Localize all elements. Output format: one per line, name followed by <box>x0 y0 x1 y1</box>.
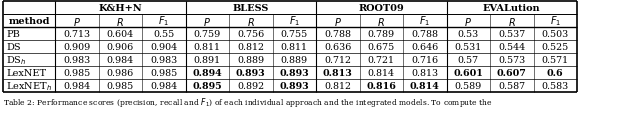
Text: 0.895: 0.895 <box>193 81 222 90</box>
Text: $\mathit{P}$: $\mathit{P}$ <box>73 15 81 27</box>
Text: 0.675: 0.675 <box>367 43 395 52</box>
Text: 0.894: 0.894 <box>193 68 222 77</box>
Text: $\mathit{R}$: $\mathit{R}$ <box>508 15 516 27</box>
Text: 0.813: 0.813 <box>323 68 353 77</box>
Text: 0.759: 0.759 <box>194 30 221 39</box>
Text: 0.814: 0.814 <box>410 81 440 90</box>
Text: ROOT09: ROOT09 <box>358 4 404 13</box>
Text: LexNET$_h$: LexNET$_h$ <box>6 79 52 92</box>
Text: 0.986: 0.986 <box>107 68 134 77</box>
Text: $\mathit{F}_1$: $\mathit{F}_1$ <box>419 14 430 28</box>
Text: 0.984: 0.984 <box>107 56 134 64</box>
Text: 0.589: 0.589 <box>454 81 482 90</box>
Text: 0.503: 0.503 <box>541 30 569 39</box>
Text: 0.811: 0.811 <box>281 43 308 52</box>
Text: 0.525: 0.525 <box>541 43 569 52</box>
Text: 0.607: 0.607 <box>497 68 527 77</box>
Text: 0.53: 0.53 <box>458 30 479 39</box>
Text: DS: DS <box>6 43 20 52</box>
Text: 0.812: 0.812 <box>237 43 264 52</box>
Text: 0.892: 0.892 <box>237 81 264 90</box>
Text: 0.571: 0.571 <box>541 56 569 64</box>
Text: 0.811: 0.811 <box>194 43 221 52</box>
Text: 0.756: 0.756 <box>237 30 264 39</box>
Text: 0.983: 0.983 <box>63 56 90 64</box>
Text: 0.909: 0.909 <box>63 43 90 52</box>
Text: 0.788: 0.788 <box>412 30 438 39</box>
Text: $\mathit{F}_1$: $\mathit{F}_1$ <box>158 14 170 28</box>
Text: 0.893: 0.893 <box>280 81 309 90</box>
Text: 0.789: 0.789 <box>368 30 395 39</box>
Text: 0.55: 0.55 <box>153 30 174 39</box>
Text: 0.816: 0.816 <box>366 81 396 90</box>
Text: $\mathit{R}$: $\mathit{R}$ <box>378 15 385 27</box>
Text: 0.893: 0.893 <box>236 68 266 77</box>
Text: 0.788: 0.788 <box>324 30 351 39</box>
Text: 0.904: 0.904 <box>150 43 177 52</box>
Text: 0.583: 0.583 <box>541 81 569 90</box>
Text: method: method <box>8 17 50 26</box>
Text: 0.755: 0.755 <box>280 30 308 39</box>
Text: 0.984: 0.984 <box>150 81 177 90</box>
Text: PB: PB <box>6 30 20 39</box>
Text: 0.893: 0.893 <box>280 68 309 77</box>
Text: 0.646: 0.646 <box>411 43 438 52</box>
Text: 0.814: 0.814 <box>368 68 395 77</box>
Text: 0.604: 0.604 <box>107 30 134 39</box>
Text: $\mathit{P}$: $\mathit{P}$ <box>334 15 342 27</box>
Text: $\mathit{R}$: $\mathit{R}$ <box>116 15 124 27</box>
Text: 0.889: 0.889 <box>237 56 264 64</box>
Text: 0.985: 0.985 <box>63 68 90 77</box>
Text: $\mathit{P}$: $\mathit{P}$ <box>465 15 472 27</box>
Text: 0.984: 0.984 <box>63 81 90 90</box>
Text: 0.573: 0.573 <box>498 56 525 64</box>
Text: $\mathit{F}_1$: $\mathit{F}_1$ <box>289 14 300 28</box>
Text: BLESS: BLESS <box>232 4 269 13</box>
Text: 0.716: 0.716 <box>411 56 438 64</box>
Text: 0.587: 0.587 <box>498 81 525 90</box>
Text: 0.6: 0.6 <box>547 68 564 77</box>
Text: 0.906: 0.906 <box>107 43 134 52</box>
Text: 0.891: 0.891 <box>194 56 221 64</box>
Text: 0.544: 0.544 <box>498 43 525 52</box>
Text: 0.57: 0.57 <box>458 56 479 64</box>
Text: LexNET: LexNET <box>6 68 46 77</box>
Text: 0.813: 0.813 <box>411 68 438 77</box>
Text: 0.985: 0.985 <box>150 68 177 77</box>
Text: 0.812: 0.812 <box>324 81 351 90</box>
Text: $\mathit{R}$: $\mathit{R}$ <box>247 15 255 27</box>
Text: $\mathit{P}$: $\mathit{P}$ <box>204 15 211 27</box>
Text: DS$_h$: DS$_h$ <box>6 54 26 66</box>
Text: 0.985: 0.985 <box>107 81 134 90</box>
Text: 0.983: 0.983 <box>150 56 177 64</box>
Text: $\mathit{F}_1$: $\mathit{F}_1$ <box>550 14 561 28</box>
Text: Table 2: Performance scores (precision, recall and $F_1$) of each individual app: Table 2: Performance scores (precision, … <box>3 95 493 108</box>
Text: 0.712: 0.712 <box>324 56 351 64</box>
Text: 0.713: 0.713 <box>63 30 90 39</box>
Text: K&H+N: K&H+N <box>99 4 142 13</box>
Text: EVALution: EVALution <box>483 4 541 13</box>
Text: 0.601: 0.601 <box>453 68 483 77</box>
Text: 0.721: 0.721 <box>368 56 395 64</box>
Text: 0.636: 0.636 <box>324 43 351 52</box>
Text: 0.531: 0.531 <box>454 43 482 52</box>
Text: 0.889: 0.889 <box>281 56 308 64</box>
Text: 0.537: 0.537 <box>498 30 525 39</box>
